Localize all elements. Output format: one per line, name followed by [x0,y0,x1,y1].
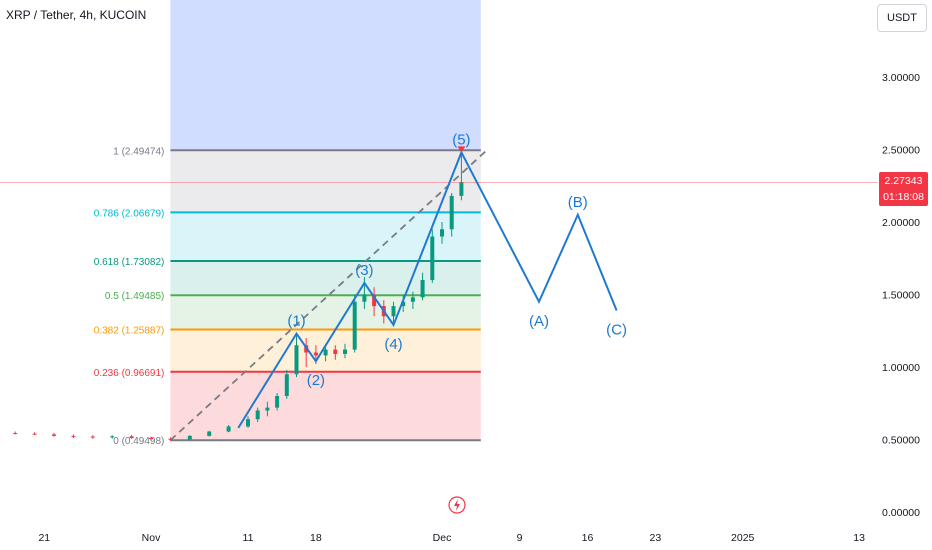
wave-label: (B) [568,194,588,211]
candle-body [168,438,173,440]
y-tick-label: 2.00000 [882,217,920,229]
wave-label: (A) [529,313,549,330]
fib-band [170,371,481,441]
x-tick-label: 13 [853,532,865,544]
x-tick-label: Nov [142,532,161,544]
x-tick-label: 21 [38,532,50,544]
candle-body [459,182,464,196]
wave-path [237,149,618,429]
candle-body [255,410,260,420]
candles [13,149,464,441]
price-axis[interactable]: 3.00000 2.50000 2.00000 1.50000 1.00000 0.500… [882,72,920,519]
x-tick-label: 11 [243,532,254,544]
wave-label: (1) [287,313,305,330]
x-tick-label: 23 [650,532,662,544]
y-tick-label: 2.50000 [882,145,920,157]
fib-band [170,150,481,213]
fib-level-label: 0.618 (1.73082) [94,257,165,268]
x-tick-label: Dec [433,532,452,544]
currency-button[interactable]: USDT [877,4,927,32]
candle-body [343,349,347,354]
fib-level-label: 0.5 (1.49485) [105,291,165,302]
candle-body [401,301,406,307]
fib-level-label: 0.382 (1.25887) [94,325,165,336]
fib-band [170,261,481,296]
y-tick-label: 3.00000 [882,72,920,84]
candle-body [284,374,289,396]
y-tick-label: 1.00000 [882,362,920,374]
candle-body [372,294,377,307]
x-tick-label: 16 [582,532,594,544]
candle-body [52,434,56,436]
candle-body [110,436,115,438]
candle-body [207,431,212,436]
candle-body [430,236,435,280]
fib-level-label: 0.236 (0.96691) [94,368,165,379]
candle-body [410,297,415,302]
fib-level-label: 1 (2.49474) [113,146,164,157]
candle-body [71,435,76,437]
peak-marker [457,146,466,153]
x-tick-label: 9 [517,532,523,544]
candle-body [32,433,37,435]
y-tick-label: 0.00000 [882,507,920,519]
wave-label: (4) [384,336,402,353]
fib-level-label: 0 (0.49498) [113,436,164,447]
wave-label: (3) [355,262,373,279]
last-price-badge: 2.27343 01:18:08 [879,172,928,206]
highlight-box [170,0,481,151]
y-tick-label: 1.50000 [882,290,920,302]
candle-body [265,407,270,411]
candle-body [352,301,357,350]
candle-body [420,280,425,298]
flash-icon[interactable] [448,496,466,514]
x-tick-label: 18 [310,532,322,544]
highlight-range [170,0,481,151]
candle-body [13,432,18,434]
candle-body [323,349,328,356]
wave-label: (5) [452,131,470,148]
fib-level-label: 0.786 (2.06679) [94,208,165,219]
candle-body [129,436,134,439]
candle-body [246,419,250,427]
fib-band [170,295,481,330]
candle-body [440,229,444,237]
bar-countdown: 01:18:08 [883,191,924,203]
candle-body [187,435,192,440]
candle-body [294,345,299,375]
elliott-wave-path[interactable]: (1) (2) (3) (4) (5) (A) (B) (C) [237,131,627,429]
candle-body [449,195,454,230]
y-tick-label: 0.50000 [882,435,920,447]
candle-body [226,426,231,432]
candle-body [391,306,396,317]
candle-body [362,294,367,302]
candle-body [275,396,280,408]
wave-label: (2) [307,372,325,389]
time-axis[interactable]: 21 Nov 11 18 Dec 9 16 23 2025 13 [38,532,865,544]
candle-body [90,436,95,438]
candle-body [333,349,338,354]
x-tick-label: 2025 [731,532,755,544]
wave-label: (C) [606,321,627,338]
last-price-value: 2.27343 [884,175,923,187]
symbol-title: XRP / Tether, 4h, KUCOIN [6,8,147,22]
candle-body [313,352,318,356]
candle-body [149,438,153,440]
